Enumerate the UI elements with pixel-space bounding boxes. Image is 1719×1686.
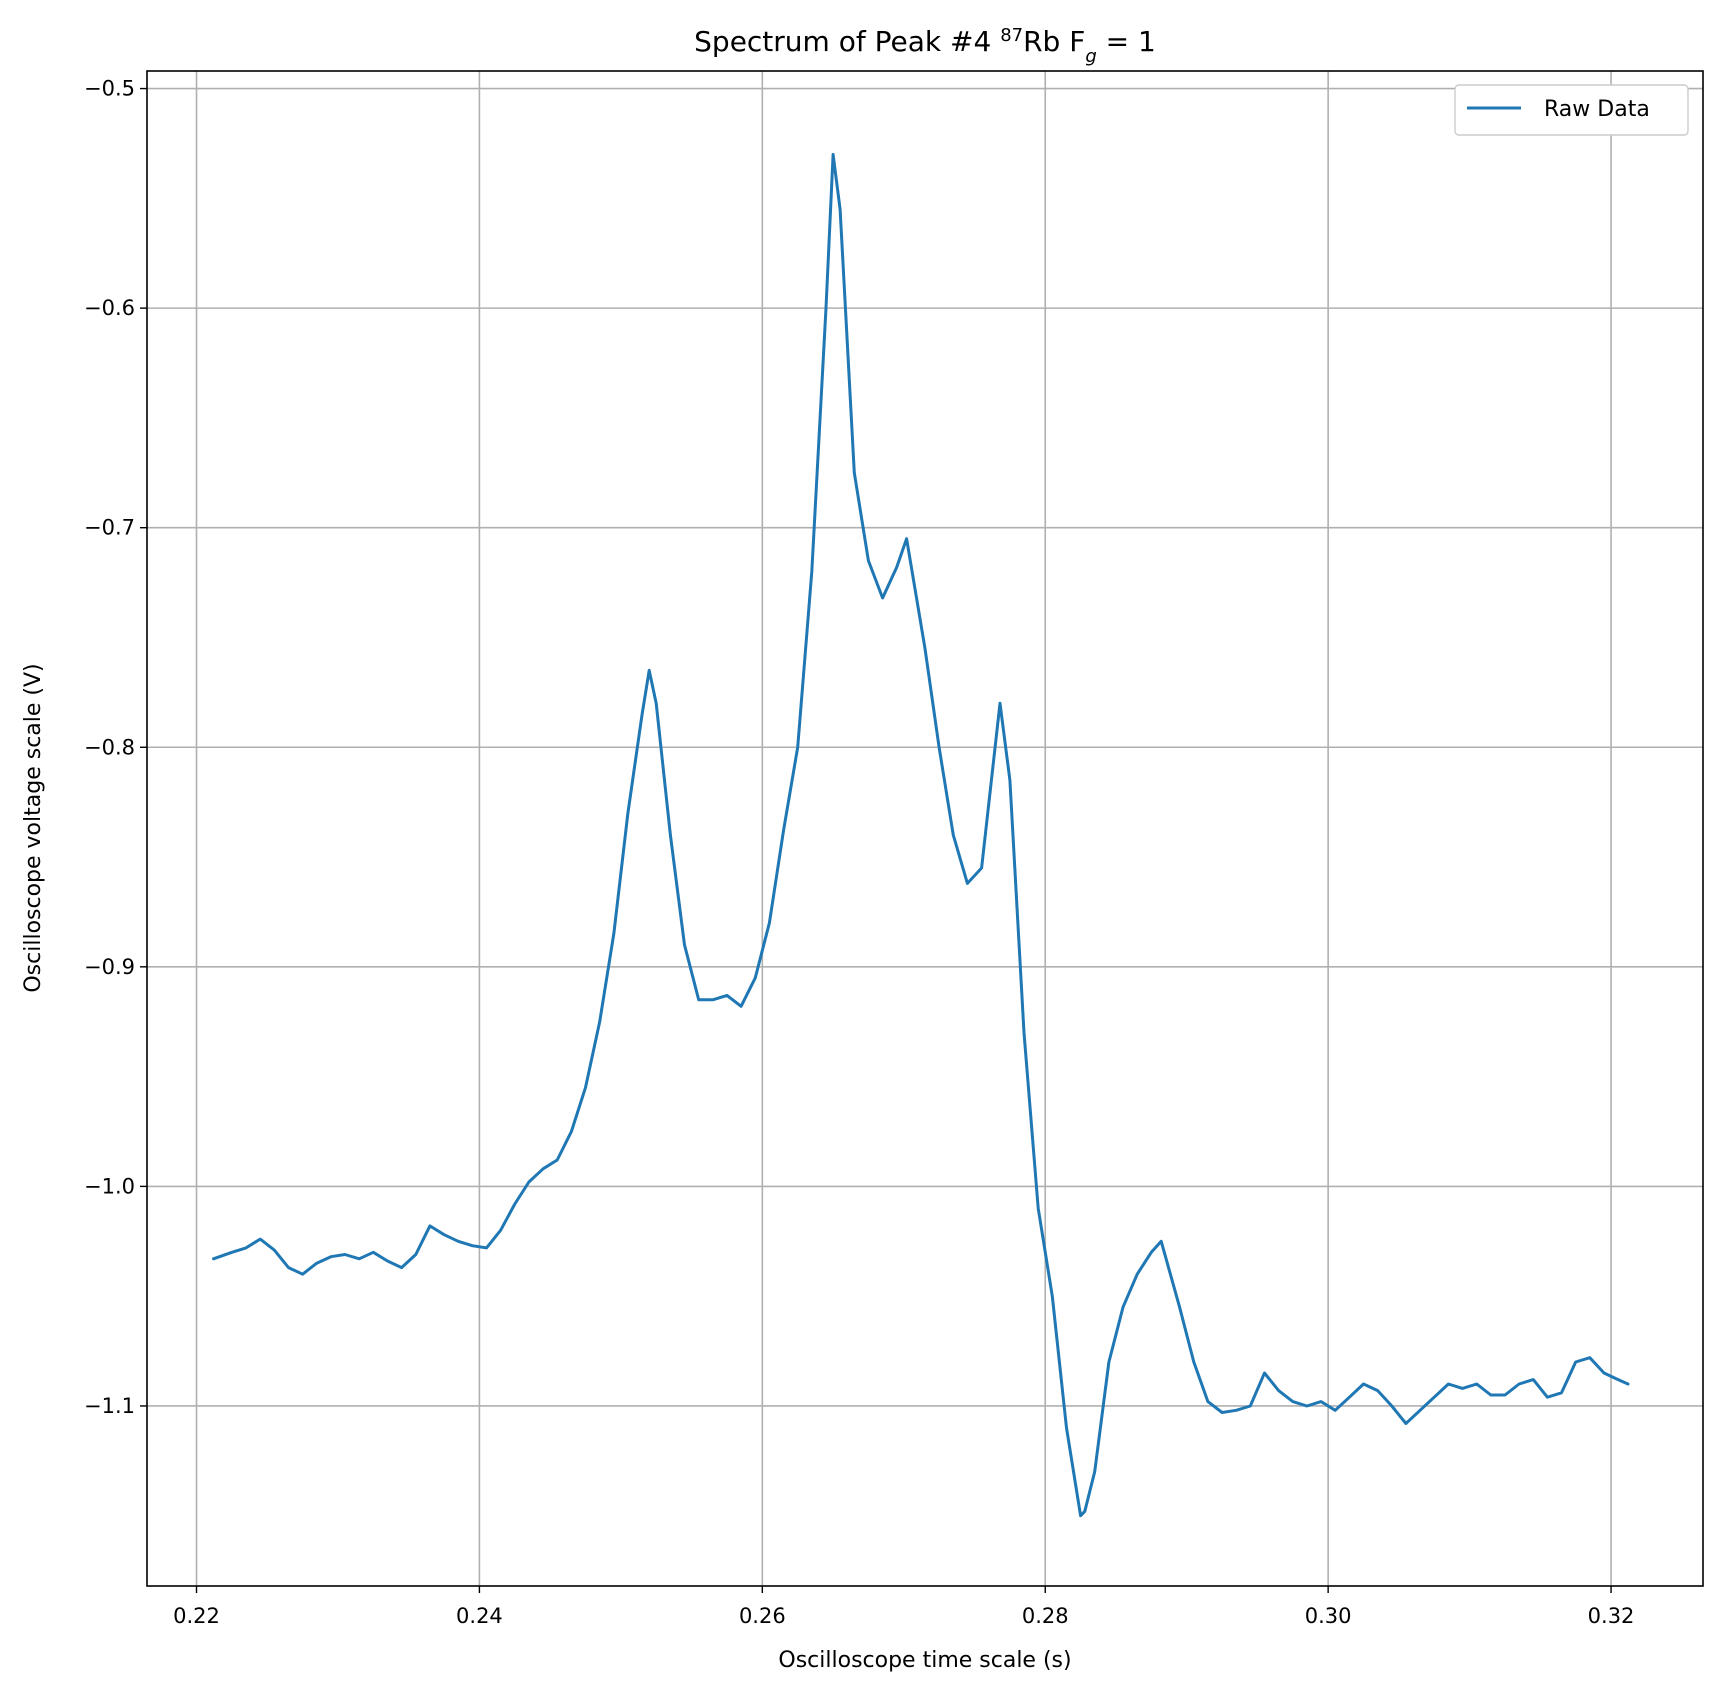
- series-line-raw-data: [212, 152, 1630, 1518]
- x-tick-label: 0.28: [1022, 1604, 1069, 1628]
- y-tick-label: −0.9: [84, 955, 135, 979]
- legend-entry-raw-data: Raw Data: [1544, 97, 1650, 122]
- plot-frame: [146, 70, 1704, 1587]
- x-tick-label: 0.24: [456, 1604, 503, 1628]
- y-tick-label: −0.6: [84, 296, 135, 320]
- y-tick-label: −1.0: [84, 1174, 135, 1198]
- y-tick-label: −0.8: [84, 735, 135, 759]
- y-tick-label: −0.7: [84, 516, 135, 540]
- x-tick-label: 0.30: [1305, 1604, 1352, 1628]
- x-tick-label: 0.26: [739, 1604, 786, 1628]
- x-tick-label: 0.32: [1588, 1604, 1635, 1628]
- x-tick-label: 0.22: [173, 1604, 220, 1628]
- grid: [147, 71, 1703, 1586]
- y-axis-label: Oscilloscope voltage scale (V): [21, 663, 46, 992]
- x-axis-label: Oscilloscope time scale (s): [778, 1648, 1071, 1673]
- y-tick-label: −1.1: [84, 1394, 135, 1418]
- chart-title: Spectrum of Peak #4 87Rb Fg = 1: [694, 25, 1156, 67]
- y-tick-label: −0.5: [84, 77, 135, 101]
- series-group: [212, 152, 1630, 1518]
- ticks: 0.22 0.24 0.26 0.28 0.30 0.32 −0.5 −0.6 −0.7 −0.8…: [84, 77, 1634, 1628]
- legend: Raw Data: [1454, 84, 1689, 136]
- legend-box: [1454, 84, 1689, 136]
